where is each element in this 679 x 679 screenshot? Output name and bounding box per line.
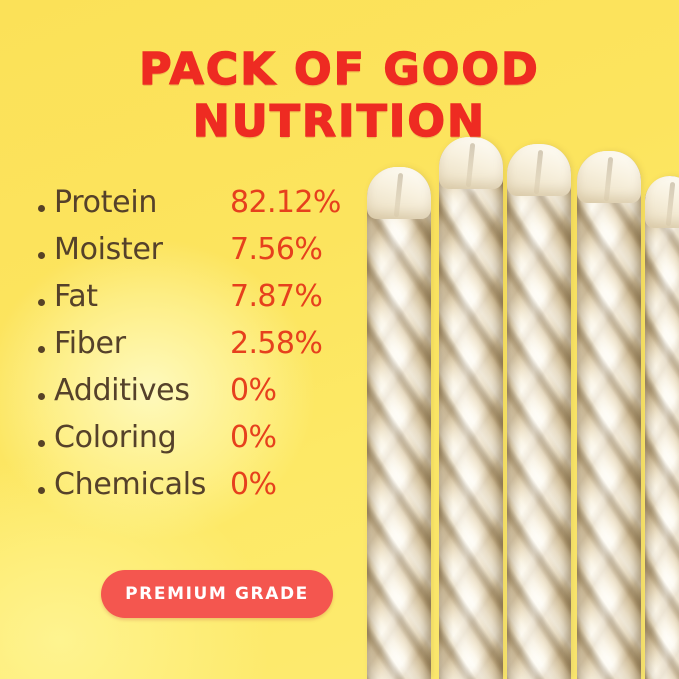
braid-tip (577, 151, 641, 203)
nutrition-row: Fiber 2.58% (38, 327, 358, 374)
nutrition-label: Fat (54, 279, 98, 314)
braid-sheen (367, 167, 431, 679)
braid-tip (645, 176, 679, 228)
nutrition-list: Protein 82.12% Moister 7.56% Fat 7.87% F… (38, 186, 358, 515)
nutrition-row: Chemicals 0% (38, 468, 358, 515)
nutrition-value: 0% (230, 467, 277, 502)
braid-tip (507, 144, 571, 196)
bullet-icon (38, 346, 54, 353)
braid-shadow-texture (645, 176, 679, 679)
nutrition-label: Moister (54, 232, 163, 267)
braid-sheen (645, 176, 679, 679)
braid-shadow-texture (507, 144, 571, 679)
product-photo-braided-sticks (359, 0, 679, 679)
braided-stick (507, 144, 571, 679)
braided-stick (439, 137, 503, 679)
braided-stick (367, 167, 431, 679)
premium-grade-badge-label: PREMIUM GRADE (125, 584, 309, 604)
nutrition-value: 82.12% (230, 185, 341, 220)
nutrition-label: Additives (54, 373, 190, 408)
braid-weave-texture-cross (439, 137, 503, 679)
nutrition-value: 7.56% (230, 232, 323, 267)
braid-sheen (577, 151, 641, 679)
braid-tip (367, 167, 431, 219)
nutrition-label: Coloring (54, 420, 177, 455)
bullet-icon (38, 299, 54, 306)
nutrition-row: Additives 0% (38, 374, 358, 421)
braid-shadow-texture (577, 151, 641, 679)
braid-tip (439, 137, 503, 189)
nutrition-value: 7.87% (230, 279, 323, 314)
braid-shadow-texture (367, 167, 431, 679)
braid-weave-texture-cross (577, 151, 641, 679)
nutrition-row: Coloring 0% (38, 421, 358, 468)
nutrition-row: Protein 82.12% (38, 186, 358, 233)
braid-shadow-texture (439, 137, 503, 679)
nutrition-value: 0% (230, 373, 277, 408)
nutrition-label: Chemicals (54, 467, 207, 502)
bullet-icon (38, 393, 54, 400)
nutrition-row: Fat 7.87% (38, 280, 358, 327)
braided-stick (577, 151, 641, 679)
braid-sheen (439, 137, 503, 679)
braid-weave-texture-cross (507, 144, 571, 679)
braid-weave-texture (367, 167, 431, 679)
braid-weave-texture (577, 151, 641, 679)
premium-grade-badge: PREMIUM GRADE (101, 570, 333, 618)
bullet-icon (38, 487, 54, 494)
nutrition-value: 2.58% (230, 326, 323, 361)
braid-weave-texture (439, 137, 503, 679)
braid-sheen (507, 144, 571, 679)
bullet-icon (38, 252, 54, 259)
braid-weave-texture-cross (367, 167, 431, 679)
braided-stick (645, 176, 679, 679)
braid-weave-texture (507, 144, 571, 679)
nutrition-row: Moister 7.56% (38, 233, 358, 280)
braid-weave-texture-cross (645, 176, 679, 679)
nutrition-label: Protein (54, 185, 158, 220)
bullet-icon (38, 440, 54, 447)
braid-weave-texture (645, 176, 679, 679)
bullet-icon (38, 205, 54, 212)
nutrition-label: Fiber (54, 326, 126, 361)
nutrition-value: 0% (230, 420, 277, 455)
